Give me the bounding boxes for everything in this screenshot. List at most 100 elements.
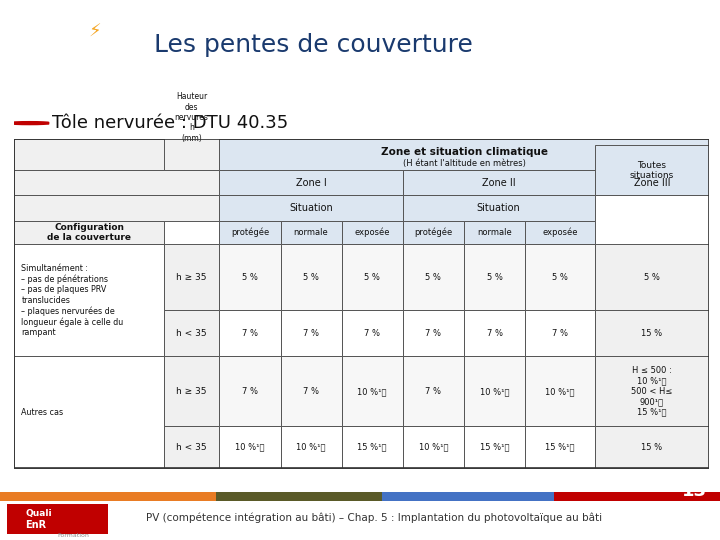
Bar (402, 221, 464, 245)
Bar (281, 356, 342, 427)
Text: Toutes
situations: Toutes situations (630, 160, 674, 180)
Bar (163, 245, 220, 310)
Bar (220, 221, 281, 245)
Bar (7, 503, 108, 534)
Text: 5 %: 5 % (644, 273, 660, 282)
Bar (402, 245, 464, 310)
Text: Quali: Quali (25, 509, 52, 518)
Text: Simultanément :
– pas de pénétrations
– pas de plaques PRV
translucides
– plaque: Simultanément : – pas de pénétrations – … (22, 264, 124, 337)
Bar (402, 310, 464, 356)
Bar (595, 356, 709, 427)
Bar (342, 427, 402, 468)
Text: exposée: exposée (542, 228, 577, 237)
Bar (595, 427, 709, 468)
Bar (342, 245, 402, 310)
Text: 5 %: 5 % (487, 273, 503, 282)
Bar (342, 310, 402, 356)
Bar (14, 139, 220, 170)
Text: 15 %¹⧠: 15 %¹⧠ (545, 443, 575, 451)
Text: PV (compétence intégration au bâti) – Chap. 5 : Implantation du photovoltaïque a: PV (compétence intégration au bâti) – Ch… (146, 512, 603, 523)
Text: Formation: Formation (58, 532, 89, 538)
Bar (14, 170, 220, 195)
Text: 10 %¹⧠: 10 %¹⧠ (297, 443, 326, 451)
Bar (220, 195, 402, 221)
Text: 5 %: 5 % (364, 273, 380, 282)
Bar (382, 492, 554, 501)
Text: Situation: Situation (289, 203, 333, 213)
Text: 7 %: 7 % (303, 387, 319, 396)
Text: 10 %¹⧠: 10 %¹⧠ (480, 387, 509, 396)
Text: Configuration
de la couverture: Configuration de la couverture (47, 223, 131, 242)
Bar (281, 427, 342, 468)
Text: Situation: Situation (477, 203, 521, 213)
Bar (595, 245, 709, 310)
Text: Autres cas: Autres cas (22, 408, 63, 416)
Text: 5 %: 5 % (426, 273, 441, 282)
Bar (595, 170, 709, 195)
Text: 10 %¹⧠: 10 %¹⧠ (235, 443, 265, 451)
Bar (163, 310, 220, 356)
Text: Formation: Formation (31, 75, 95, 85)
Bar (402, 356, 464, 427)
Text: h ≥ 35: h ≥ 35 (176, 387, 207, 396)
Text: H ≤ 500 :
10 %¹⧠
500 < H≤
900¹⧠
15 %¹⧠: H ≤ 500 : 10 %¹⧠ 500 < H≤ 900¹⧠ 15 %¹⧠ (631, 366, 672, 417)
Text: 7 %: 7 % (303, 329, 319, 338)
Text: 7 %: 7 % (552, 329, 568, 338)
Bar (525, 356, 595, 427)
Bar (464, 356, 525, 427)
Bar (216, 492, 382, 501)
Text: Zone III: Zone III (634, 178, 670, 188)
Bar (402, 170, 595, 195)
Bar (220, 170, 402, 195)
Text: 13: 13 (683, 482, 707, 500)
Bar (281, 310, 342, 356)
Bar (281, 245, 342, 310)
Text: normale: normale (477, 228, 512, 237)
Text: h < 35: h < 35 (176, 329, 207, 338)
Bar (163, 356, 220, 427)
Bar (402, 427, 464, 468)
Bar (220, 139, 709, 170)
Bar (220, 245, 281, 310)
Bar (464, 221, 525, 245)
Text: h < 35: h < 35 (176, 443, 207, 451)
Text: 7 %: 7 % (242, 387, 258, 396)
Text: 10 %¹⧠: 10 %¹⧠ (545, 387, 575, 396)
Bar (554, 492, 720, 501)
Bar (14, 221, 163, 245)
Bar (525, 221, 595, 245)
Bar (595, 310, 709, 356)
Text: 7 %: 7 % (426, 329, 441, 338)
Bar (14, 356, 163, 468)
Text: 10 %¹⧠: 10 %¹⧠ (357, 387, 387, 396)
Text: 10 %¹⧠: 10 %¹⧠ (418, 443, 448, 451)
Text: (H étant l'altitude en mètres): (H étant l'altitude en mètres) (403, 159, 526, 168)
Bar (281, 221, 342, 245)
Text: 7 %: 7 % (364, 329, 380, 338)
Bar (525, 245, 595, 310)
Bar (220, 310, 281, 356)
Bar (525, 310, 595, 356)
Bar (163, 65, 220, 170)
Text: Tôle nervurée : DTU 40.35: Tôle nervurée : DTU 40.35 (53, 114, 289, 132)
Bar (464, 310, 525, 356)
Bar (464, 427, 525, 468)
Text: Quali: Quali (48, 20, 84, 33)
Bar (220, 356, 281, 427)
Text: 7 %: 7 % (426, 387, 441, 396)
Bar (163, 427, 220, 468)
Text: Zone I: Zone I (296, 178, 326, 188)
Text: h ≥ 35: h ≥ 35 (176, 273, 207, 282)
Text: 7 %: 7 % (242, 329, 258, 338)
Text: 5 %: 5 % (242, 273, 258, 282)
Text: 15 %: 15 % (642, 443, 662, 451)
Bar (342, 221, 402, 245)
Bar (525, 427, 595, 468)
Text: 15 %¹⧠: 15 %¹⧠ (357, 443, 387, 451)
Text: 5 %: 5 % (303, 273, 319, 282)
Text: Hauteur
des
nervures
h
(mm): Hauteur des nervures h (mm) (175, 92, 209, 143)
Bar (595, 145, 709, 195)
Text: Pv: Pv (78, 20, 95, 33)
Text: normale: normale (294, 228, 328, 237)
Bar (220, 427, 281, 468)
